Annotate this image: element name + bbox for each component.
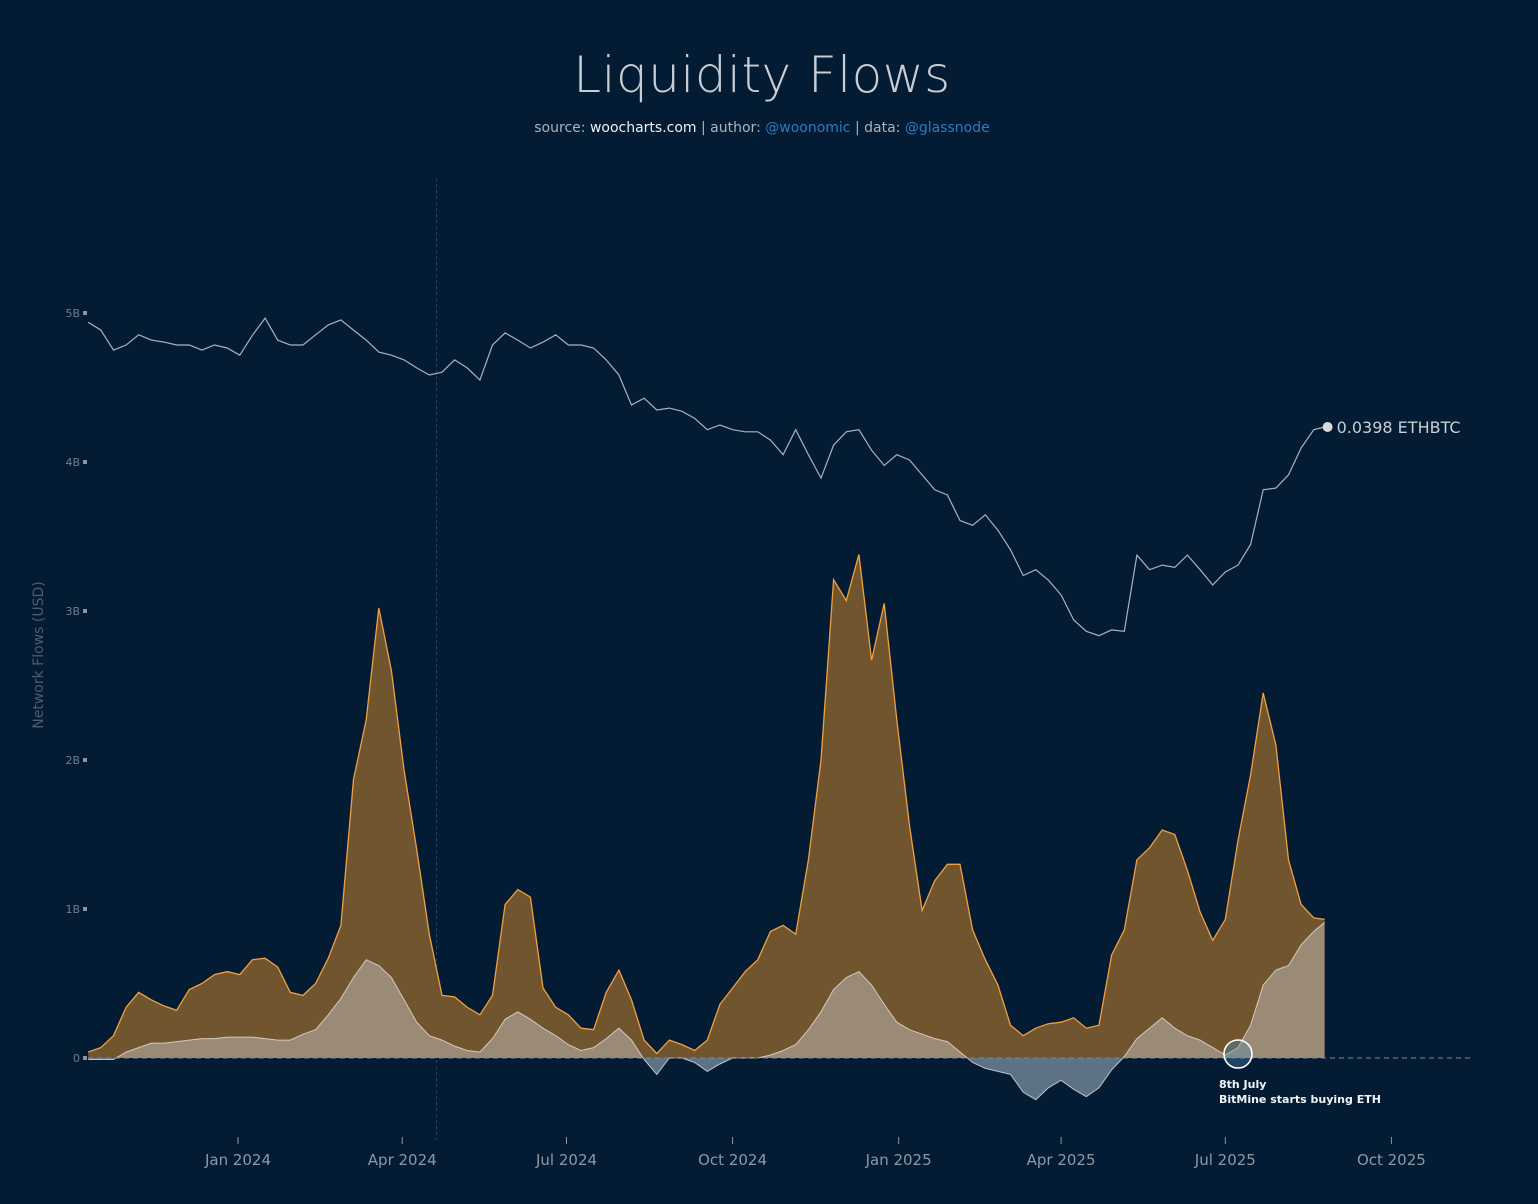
flow-area-beige-positive	[88, 922, 1325, 1058]
x-axis: Jan 2024 Apr 2024 Jul 2024 Oct 2024 Jan 2025…	[204, 1137, 1426, 1169]
data-prefix: | data:	[850, 120, 905, 136]
chart-subtitle: source: woocharts.com | author: @woonomi…	[0, 120, 1524, 136]
flow-line-orange	[87, 554, 1325, 1055]
y-tick-mark	[83, 1056, 87, 1060]
y-tick-mark	[83, 758, 87, 762]
annotation-text: BitMine starts buying ETH	[1219, 1093, 1381, 1106]
x-tick-label: Jan 2025	[865, 1151, 932, 1169]
author-prefix: | author:	[696, 120, 766, 136]
y-tick-label: 0	[73, 1052, 80, 1065]
plot-area	[87, 178, 1472, 1140]
y-axis-label: Network Flows (USD)	[31, 581, 47, 728]
flow-line-beige	[88, 922, 1325, 1101]
y-tick-mark	[83, 907, 87, 911]
y-tick-label: 5B	[65, 307, 80, 320]
x-tick-label: Jul 2025	[1194, 1151, 1256, 1169]
annotation: 8th July BitMine starts buying ETH	[1219, 1039, 1381, 1106]
chart-title: Liquidity Flows	[573, 46, 951, 104]
annotation-circle	[1223, 1039, 1253, 1069]
x-tick-label: Jan 2024	[204, 1151, 271, 1169]
x-tick-label: Oct 2025	[1357, 1151, 1426, 1169]
flow-area-orange	[88, 554, 1325, 1058]
x-tick-label: Oct 2024	[698, 1151, 767, 1169]
y-tick-label: 3B	[65, 605, 80, 618]
y-tick-label: 2B	[65, 754, 80, 767]
y-tick-mark	[83, 609, 87, 613]
ethbtc-line	[87, 317, 1325, 637]
ethbtc-end-dot	[1322, 422, 1333, 432]
y-tick-label: 4B	[65, 456, 80, 469]
x-tick-label: Apr 2024	[368, 1151, 437, 1169]
x-tick-label: Apr 2025	[1027, 1151, 1096, 1169]
data-source-link[interactable]: @glassnode	[904, 120, 990, 136]
y-tick-mark	[83, 311, 87, 315]
source-prefix: source:	[534, 120, 590, 136]
ethbtc-end-label: 0.0398 ETHBTC	[1337, 418, 1461, 437]
flow-area-beige-negative	[88, 1058, 1325, 1100]
source-link[interactable]: woocharts.com	[589, 120, 697, 136]
y-axis: 0 1B 2B 3B 4B 5B	[65, 307, 87, 1065]
y-tick-mark	[83, 460, 87, 464]
y-tick-label: 1B	[65, 903, 80, 916]
x-tick-label: Jul 2024	[535, 1151, 597, 1169]
author-link[interactable]: @woonomic	[765, 120, 851, 136]
annotation-date: 8th July	[1219, 1078, 1266, 1091]
